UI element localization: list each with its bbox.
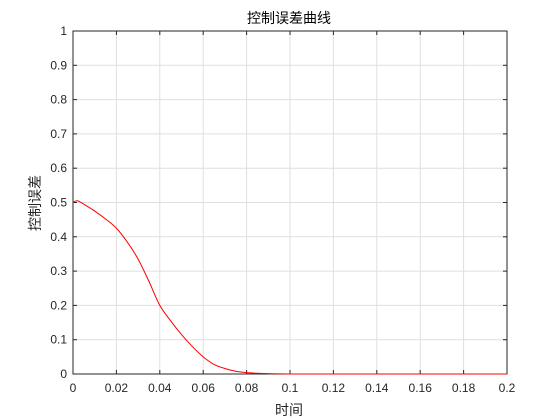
y-axis-label: 控制误差 bbox=[28, 175, 44, 231]
x-tick-label: 0.04 bbox=[148, 381, 172, 395]
y-tick-label: 0.5 bbox=[50, 196, 67, 210]
x-tick-label: 0.18 bbox=[452, 381, 476, 395]
x-tick-label: 0.06 bbox=[192, 381, 216, 395]
x-tick-label: 0.12 bbox=[322, 381, 346, 395]
y-tick-label: 0.1 bbox=[50, 333, 67, 347]
y-tick-label: 0.8 bbox=[50, 93, 67, 107]
x-tick-label: 0.16 bbox=[409, 381, 433, 395]
y-axis-tick-labels: 0 0.1 0.2 0.3 0.4 0.5 0.6 0.7 0.8 0.9 1 bbox=[50, 24, 67, 381]
chart-title: 控制误差曲线 bbox=[247, 11, 331, 27]
y-tick-label: 0.7 bbox=[50, 127, 67, 141]
y-tick-label: 0.2 bbox=[50, 298, 67, 312]
x-axis-tick-labels: 0 0.02 0.04 0.06 0.08 0.1 0.12 0.14 0.16 0.18 0.2 bbox=[70, 381, 516, 395]
x-tick-label: 0.08 bbox=[235, 381, 259, 395]
x-axis-label: 时间 bbox=[275, 403, 303, 419]
x-tick-label: 0.1 bbox=[282, 381, 299, 395]
series-line-control-error bbox=[72, 200, 508, 375]
y-tick-label: 0.6 bbox=[50, 161, 67, 175]
x-tick-label: 0 bbox=[70, 381, 77, 395]
y-tick-label: 0.9 bbox=[50, 58, 67, 72]
y-tick-label: 0.4 bbox=[50, 230, 67, 244]
x-tick-label: 0.02 bbox=[105, 381, 129, 395]
y-tick-label: 1 bbox=[60, 24, 67, 38]
grid-lines bbox=[72, 30, 508, 375]
y-tick-label: 0 bbox=[60, 367, 67, 381]
x-tick-label: 0.14 bbox=[365, 381, 389, 395]
y-tick-label: 0.3 bbox=[50, 264, 67, 278]
x-tick-label: 0.2 bbox=[499, 381, 516, 395]
